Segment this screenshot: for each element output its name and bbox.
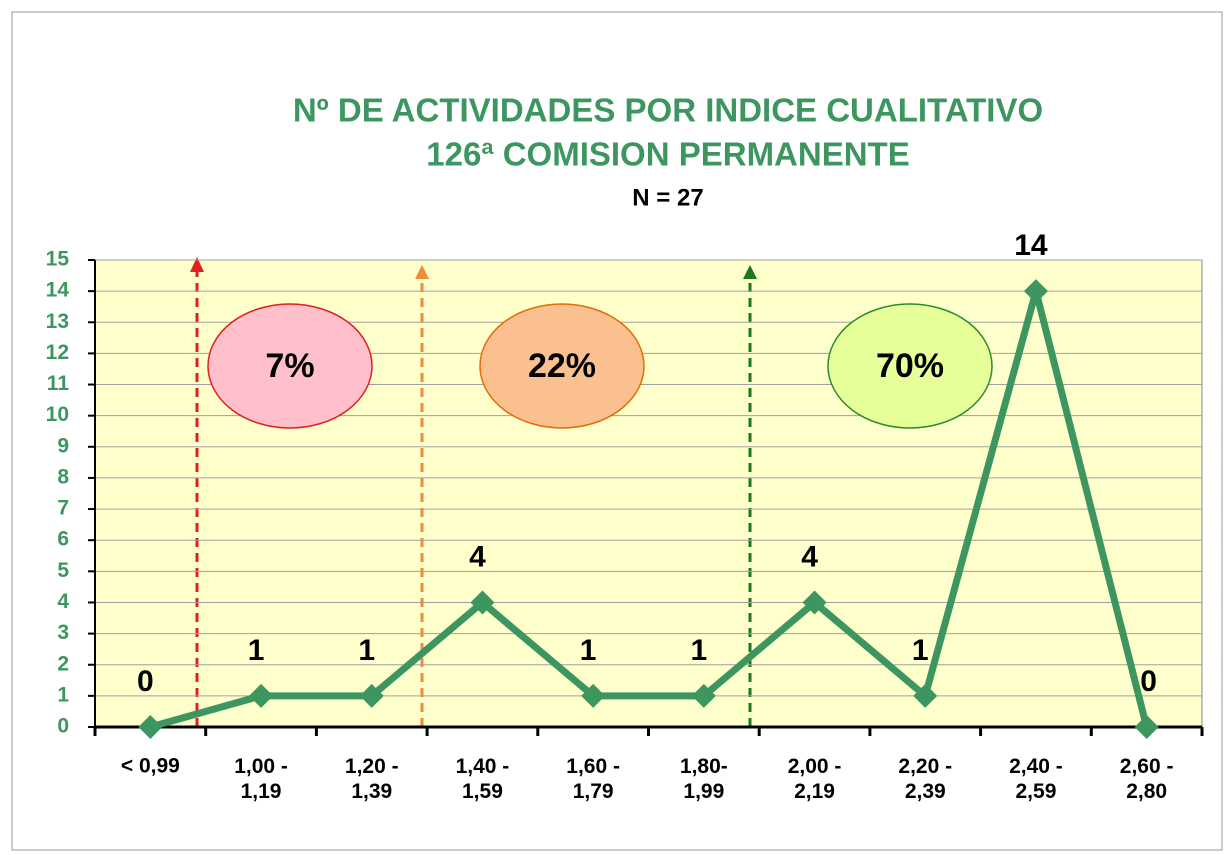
annotation-ellipse	[827, 303, 993, 429]
chart-title: Nº DE ACTIVIDADES POR INDICE CUALITATIVO	[293, 92, 1043, 129]
data-label: 1	[248, 634, 265, 667]
x-tick-label: 1,20 -1,39	[345, 755, 399, 803]
annotation-ellipse	[479, 303, 645, 429]
threshold-arrow	[190, 257, 204, 272]
data-label: 1	[691, 634, 708, 667]
data-label: 0	[1140, 665, 1157, 698]
data-point	[913, 683, 938, 708]
x-tick-label: 2,40 -2,59	[1009, 755, 1063, 803]
x-tick-label: 1,40 -1,59	[456, 755, 510, 803]
y-tick-label: 15	[46, 248, 70, 271]
data-label: 4	[801, 540, 818, 573]
y-tick-label: 5	[57, 559, 69, 582]
x-tick-label: < 0,99	[121, 755, 180, 778]
threshold-arrow	[415, 265, 429, 279]
data-point	[1023, 279, 1048, 304]
data-label: 0	[137, 665, 154, 698]
data-label: 1	[912, 634, 929, 667]
y-tick-label: 4	[57, 590, 69, 613]
y-tick-label: 1	[57, 683, 69, 706]
y-tick-label: 10	[46, 403, 69, 426]
y-tick-label: 13	[46, 310, 69, 333]
data-point	[581, 683, 606, 708]
data-label: 1	[358, 634, 375, 667]
data-point	[691, 683, 716, 708]
x-tick-label: 2,20 -2,39	[898, 755, 952, 803]
y-tick-label: 14	[46, 279, 70, 302]
y-tick-label: 3	[57, 621, 69, 644]
annotation-label: 70%	[876, 347, 944, 385]
x-tick-label: 1,60 -1,79	[566, 755, 620, 803]
data-label: 4	[469, 540, 486, 573]
annotation-label: 7%	[265, 347, 314, 385]
data-point	[359, 683, 384, 708]
y-tick-label: 12	[46, 341, 69, 364]
data-point	[802, 590, 827, 615]
data-label: 14	[1014, 229, 1048, 262]
x-tick-label: 2,60 -2,80	[1120, 755, 1174, 803]
data-point	[249, 683, 274, 708]
y-tick-label: 6	[57, 528, 69, 551]
annotation-label: 22%	[528, 347, 596, 385]
y-tick-label: 7	[57, 497, 69, 520]
x-tick-label: 1,00 -1,19	[234, 755, 288, 803]
data-point	[470, 590, 495, 615]
y-tick-label: 8	[57, 465, 69, 488]
data-point	[1134, 715, 1159, 739]
series-line	[149, 287, 1151, 731]
threshold-arrow	[743, 265, 757, 279]
data-label: 1	[580, 634, 597, 667]
y-tick-label: 0	[57, 715, 69, 738]
x-tick-label: 2,00 -2,19	[788, 755, 842, 803]
y-tick-label: 2	[57, 652, 69, 675]
chart-note: N = 27	[632, 184, 703, 211]
chart-subtitle: 126ª COMISION PERMANENTE	[426, 136, 909, 173]
annotation-ellipse	[207, 303, 373, 429]
data-point	[138, 715, 163, 739]
y-tick-label: 9	[57, 434, 69, 457]
y-tick-label: 11	[47, 372, 70, 395]
x-tick-label: 1,80-1,99	[680, 755, 728, 803]
